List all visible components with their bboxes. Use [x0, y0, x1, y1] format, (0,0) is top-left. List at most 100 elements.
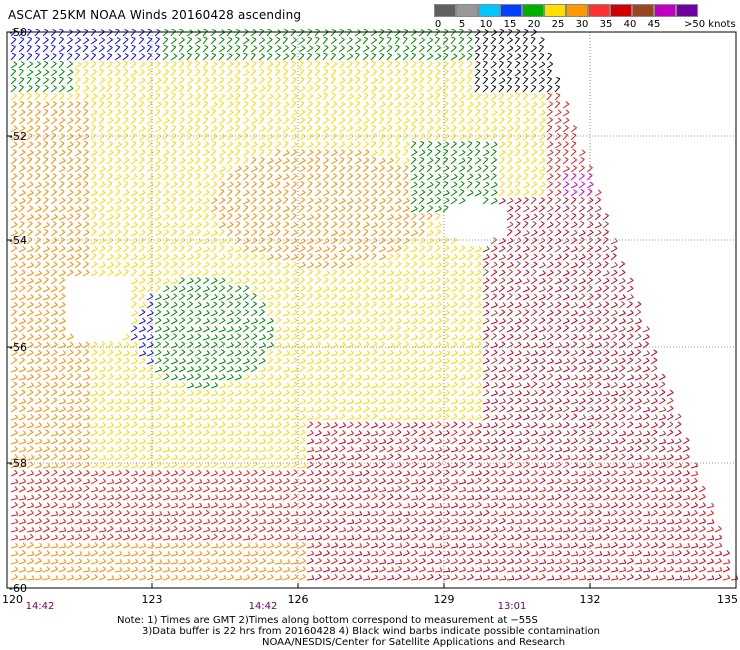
- wind-barb: [106, 365, 113, 373]
- wind-barb: [194, 52, 200, 61]
- wind-barb: [530, 76, 537, 85]
- wind-barb: [194, 109, 202, 117]
- wind-barb: [98, 469, 106, 477]
- wind-barb: [578, 309, 586, 317]
- wind-barb: [402, 406, 410, 413]
- wind-barb: [274, 237, 282, 245]
- wind-barb: [146, 430, 154, 437]
- wind-barb: [370, 44, 377, 53]
- wind-barb: [586, 445, 594, 453]
- wind-barb: [250, 292, 257, 301]
- wind-barb: [234, 285, 242, 293]
- wind-barb: [418, 437, 426, 445]
- wind-barb: [138, 334, 147, 341]
- wind-barb: [202, 36, 208, 45]
- wind-barb: [130, 534, 138, 541]
- wind-barb: [554, 301, 562, 309]
- wind-barb: [458, 301, 466, 309]
- wind-barb: [618, 501, 626, 509]
- wind-barb: [410, 389, 418, 397]
- wind-barb: [90, 69, 97, 77]
- wind-barb: [290, 133, 298, 141]
- wind-barb: [258, 285, 266, 293]
- wind-barb: [650, 382, 658, 389]
- wind-barb: [250, 461, 258, 469]
- wind-barb: [130, 477, 138, 485]
- wind-barb: [314, 317, 322, 325]
- wind-barb: [522, 28, 529, 37]
- wind-barb: [394, 117, 402, 125]
- colorbar-label: 45: [647, 19, 661, 30]
- wind-barb: [42, 269, 50, 277]
- wind-barb: [682, 501, 690, 509]
- wind-barb: [546, 101, 553, 109]
- wind-barb: [586, 285, 593, 293]
- wind-barb: [506, 165, 513, 173]
- wind-barb: [282, 221, 290, 229]
- wind-barb: [282, 382, 291, 389]
- wind-barb: [50, 293, 58, 301]
- wind-barb: [322, 44, 329, 53]
- wind-barb: [226, 534, 235, 541]
- wind-barb: [482, 389, 490, 397]
- wind-barb: [162, 470, 170, 477]
- wind-barb: [314, 68, 320, 77]
- wind-barb: [98, 60, 105, 69]
- wind-barb: [42, 502, 51, 509]
- wind-barb: [298, 165, 306, 173]
- wind-barb: [546, 84, 553, 93]
- wind-barb: [426, 76, 433, 85]
- wind-barb: [298, 406, 307, 413]
- wind-barb: [506, 477, 514, 485]
- wind-barb: [26, 429, 34, 437]
- wind-barb: [258, 334, 266, 341]
- wind-barb: [410, 109, 417, 117]
- wind-barb: [154, 493, 162, 501]
- wind-barb: [346, 181, 353, 189]
- colorbar-label: 30: [575, 19, 589, 30]
- wind-barb: [282, 317, 290, 325]
- wind-barb: [346, 462, 355, 469]
- wind-barb: [370, 445, 378, 453]
- wind-barb: [186, 221, 194, 229]
- wind-barb: [578, 317, 586, 325]
- wind-barb: [226, 125, 234, 133]
- wind-barb: [66, 205, 74, 213]
- wind-barb: [106, 533, 114, 541]
- wind-barb: [322, 125, 330, 133]
- wind-barb: [346, 156, 353, 165]
- wind-barb: [546, 445, 554, 453]
- wind-barb: [538, 534, 547, 541]
- wind-barb: [426, 309, 434, 317]
- wind-barb: [58, 429, 66, 437]
- wind-barb: [66, 486, 74, 493]
- wind-barb: [450, 437, 458, 445]
- wind-barb: [546, 534, 555, 541]
- wind-barb: [426, 485, 434, 493]
- wind-barb: [490, 181, 498, 189]
- wind-barb: [314, 293, 322, 301]
- wind-barb: [618, 382, 627, 389]
- wind-barb: [210, 510, 219, 517]
- wind-barb: [266, 213, 273, 221]
- wind-barb: [578, 269, 586, 277]
- wind-barb: [202, 77, 210, 85]
- wind-barb: [594, 446, 603, 453]
- wind-barb: [602, 229, 609, 237]
- wind-barb: [98, 366, 106, 373]
- colorbar-label: 0: [434, 19, 442, 30]
- wind-barb: [298, 421, 306, 429]
- wind-barb: [50, 301, 58, 309]
- wind-barb: [562, 493, 570, 501]
- wind-barb: [306, 429, 314, 437]
- wind-barb: [474, 501, 482, 509]
- wind-barb: [18, 438, 27, 445]
- wind-barb: [394, 543, 403, 549]
- wind-barb: [386, 501, 394, 509]
- wind-barb: [314, 461, 322, 469]
- wind-barb: [410, 29, 417, 37]
- wind-barb: [434, 543, 443, 549]
- wind-barb: [642, 350, 650, 357]
- wind-barb: [10, 141, 18, 149]
- wind-barb: [690, 526, 698, 533]
